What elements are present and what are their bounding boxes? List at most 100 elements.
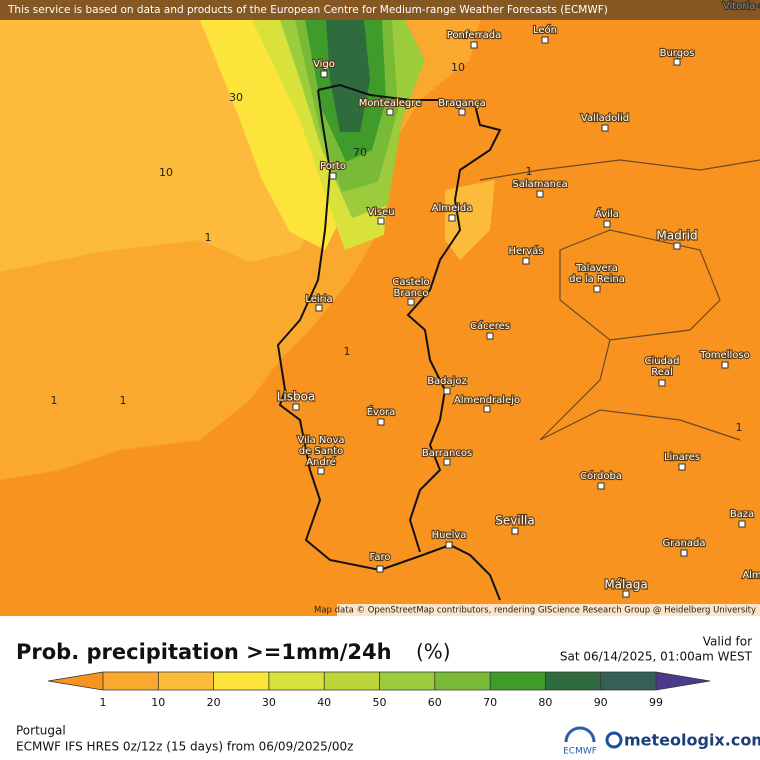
colorbar-segment xyxy=(213,672,270,690)
colorbar-segment xyxy=(434,672,491,690)
city-marker xyxy=(376,565,384,573)
city-marker xyxy=(377,418,385,426)
city-marker xyxy=(386,108,394,116)
city-label: León xyxy=(533,24,557,36)
contour-label: 10 xyxy=(159,166,173,179)
city-label: Leiria xyxy=(305,294,332,305)
contour-label: 10 xyxy=(451,61,465,74)
coastline xyxy=(276,89,501,601)
city-label: Almeida xyxy=(432,203,473,214)
city-marker xyxy=(320,70,328,78)
city-marker xyxy=(445,541,453,549)
city-label: Ávila xyxy=(595,207,619,220)
city-label: Faro xyxy=(370,552,391,563)
colorbar-segment xyxy=(600,672,657,690)
colorbar-tick-label: 40 xyxy=(317,696,331,709)
city-label: Cáceres xyxy=(470,320,510,332)
city-marker xyxy=(622,590,630,598)
city-marker xyxy=(483,405,491,413)
brand-icon xyxy=(605,731,623,749)
colorbar-tick-label: 70 xyxy=(483,696,497,709)
brand: meteologix.com xyxy=(624,731,760,750)
city-label: Ciudad xyxy=(645,356,680,367)
city-label: Salamanca xyxy=(512,179,567,190)
city-marker xyxy=(658,379,666,387)
attribution-bar xyxy=(337,604,760,616)
contour-label: 1 xyxy=(526,165,533,178)
city-label: Baza xyxy=(730,509,754,520)
model: ECMWF IFS HRES 0z/12z (15 days) from 06/… xyxy=(16,740,353,754)
contour-label: 1 xyxy=(736,421,743,434)
contour-label: 1 xyxy=(344,345,351,358)
colorbar-end xyxy=(656,672,710,690)
city-label: Vigo xyxy=(313,59,335,70)
city-label: Almendralejo xyxy=(454,395,520,406)
city-marker xyxy=(673,58,681,66)
city-marker xyxy=(315,304,323,312)
city-label: André xyxy=(306,456,336,468)
city-marker xyxy=(721,361,729,369)
city-marker xyxy=(448,214,456,222)
contour-label: 1 xyxy=(120,394,127,407)
city-label: Porto xyxy=(320,161,346,172)
city-marker xyxy=(593,285,601,293)
city-marker xyxy=(601,124,609,132)
region: Portugal xyxy=(16,724,66,738)
map: 30101701011111Vitoria-GPonferradaLeónBur… xyxy=(0,0,760,616)
city-label: Málaga xyxy=(604,578,647,592)
city-marker xyxy=(329,172,337,180)
city-label: Lisboa xyxy=(277,390,316,404)
country-border xyxy=(317,83,502,553)
colorbar-tick-label: 99 xyxy=(649,696,663,709)
city-marker xyxy=(541,36,549,44)
colorbar-segment xyxy=(158,672,215,690)
city-label: Talavera xyxy=(575,263,618,274)
city-label: Burgos xyxy=(660,48,695,59)
notice-bar xyxy=(0,0,760,20)
valid-label: Valid for xyxy=(703,635,752,649)
contour-label: 30 xyxy=(229,91,243,104)
colorbar-segment xyxy=(545,672,602,690)
colorbar-tick-label: 60 xyxy=(428,696,442,709)
city-label: Barrancos xyxy=(422,448,472,459)
colorbar-tick-label: 20 xyxy=(207,696,221,709)
city-label: Valladolid xyxy=(581,113,629,124)
city-label: Viseu xyxy=(367,207,394,218)
precip-area xyxy=(326,20,370,132)
colorbar-segment xyxy=(379,672,436,690)
city-label: Évora xyxy=(367,405,396,418)
city-label: de la Reina xyxy=(569,274,625,285)
city-marker xyxy=(522,257,530,265)
city-label: Córdoba xyxy=(580,470,622,482)
city-label: Tomelloso xyxy=(699,350,749,361)
city-marker xyxy=(597,482,605,490)
city-label: Linares xyxy=(664,452,700,463)
city-label: de Santo xyxy=(299,446,344,457)
city-marker xyxy=(673,242,681,250)
colorbar-tick-label: 1 xyxy=(100,696,107,709)
city-marker xyxy=(443,458,451,466)
contour-label: 70 xyxy=(353,146,367,159)
city-label: Alm xyxy=(742,570,760,581)
ecmwf-text: ECMWF xyxy=(563,747,597,757)
colorbar-segment xyxy=(324,672,380,690)
city-marker xyxy=(680,549,688,557)
city-marker xyxy=(511,527,519,535)
notice: This service is based on data and produc… xyxy=(7,4,608,16)
city-marker xyxy=(536,190,544,198)
contour-label: 1 xyxy=(205,231,212,244)
city-marker xyxy=(377,217,385,225)
city-label: Madrid xyxy=(656,229,697,243)
city-label: Branco xyxy=(393,288,428,299)
city-label: Huelva xyxy=(432,530,467,541)
colorbar-tick-label: 80 xyxy=(538,696,552,709)
precip-area xyxy=(445,180,495,260)
colorbar-tick-label: 90 xyxy=(594,696,608,709)
contour-label: 1 xyxy=(51,394,58,407)
city-marker xyxy=(292,403,300,411)
attribution: Map data © OpenStreetMap contributors, r… xyxy=(314,606,756,616)
city-marker xyxy=(443,387,451,395)
city-label: Real xyxy=(651,367,673,378)
legend-unit: (%) xyxy=(416,640,451,664)
